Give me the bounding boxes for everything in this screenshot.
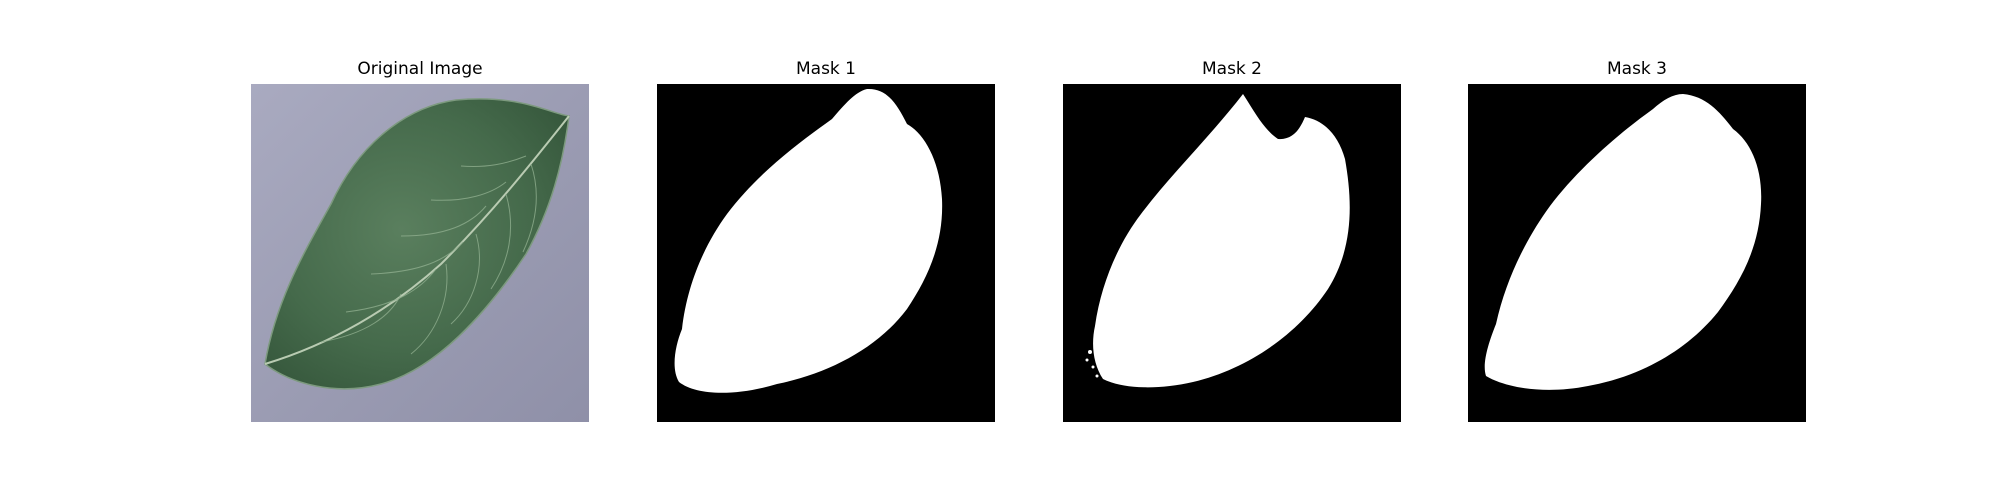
mask-foreground [1484,94,1762,390]
leaf-photo [251,84,589,422]
mask-foreground [1093,94,1350,388]
panel-title: Mask 1 [795,59,856,79]
panel-mask-1: Mask 1 [657,0,995,500]
mask-2-image [1063,84,1401,422]
panel-original-image: Original Image [251,0,589,500]
panel-title: Mask 3 [1606,59,1667,79]
panel-title: Mask 2 [1201,59,1262,79]
mask-speckles [1085,350,1099,378]
mask-1-image [657,84,995,422]
panel-mask-3: Mask 3 [1468,0,1806,500]
panel-mask-2: Mask 2 [1063,0,1401,500]
panel-title: Original Image [357,59,483,79]
mask-foreground [674,88,943,393]
leaf-veins [320,155,537,355]
mask-3-image [1468,84,1806,422]
